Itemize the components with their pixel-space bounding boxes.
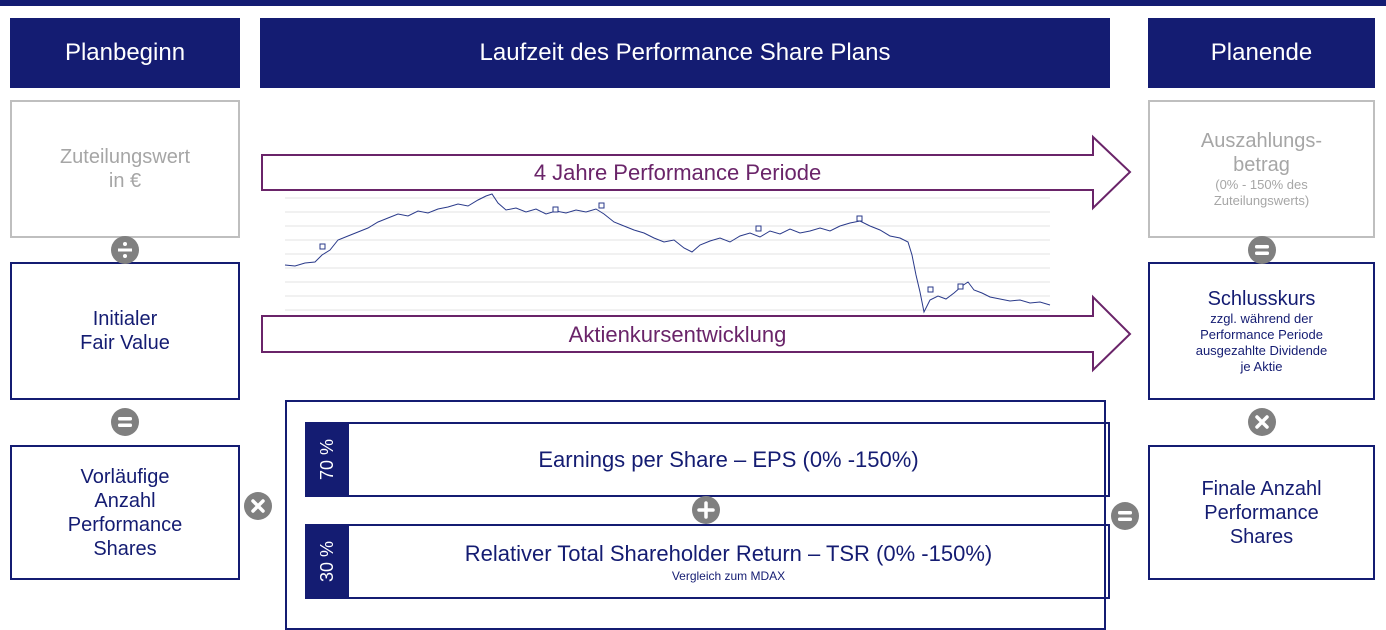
header: Planende	[1148, 18, 1375, 88]
equals-icon	[1248, 236, 1276, 264]
text: Performance	[67, 513, 183, 536]
top-bar	[0, 0, 1386, 6]
text: Shares	[93, 537, 157, 560]
divide-icon	[111, 236, 139, 264]
text: Shares	[1229, 525, 1294, 548]
note: zzgl. während der	[1210, 311, 1313, 326]
text: Performance	[1204, 501, 1319, 524]
final-shares-box: Finale Anzahl Performance Shares	[1148, 445, 1375, 580]
grant-value-box: Zuteilungswert in €	[10, 100, 240, 238]
text: in €	[108, 170, 142, 192]
target-note: Vergleich zum MDAX	[671, 568, 786, 583]
text: Anzahl	[94, 489, 156, 512]
price-arrow	[261, 294, 1132, 373]
target-box: 30 % Relativer Total Shareholder Return …	[305, 524, 1110, 599]
text: Zuteilungswert	[59, 146, 191, 168]
text: Fair Value	[80, 332, 170, 354]
arrow-label: 4 Jahre Performance Periode	[533, 160, 822, 185]
header: Laufzeit des Performance Share Plans	[260, 18, 1110, 88]
equals-icon	[111, 408, 139, 436]
note: je Aktie	[1240, 359, 1283, 374]
chart-grid	[285, 197, 1050, 311]
title: Schlusskurs	[1207, 288, 1316, 310]
weight: 30 %	[317, 540, 338, 583]
text: Vorläufige	[80, 465, 170, 488]
weight-tab: 30 %	[307, 526, 349, 597]
period-arrow	[261, 134, 1132, 211]
text: betrag	[1233, 154, 1290, 176]
fair-value-box: Initialer Fair Value	[10, 262, 240, 400]
target-content: Relativer Total Shareholder Return – TSR…	[349, 526, 1108, 597]
target-label: Earnings per Share – EPS (0% -150%)	[538, 446, 919, 472]
equals-icon	[1111, 502, 1139, 530]
plus-icon	[692, 496, 720, 524]
closing-price-box: Schlusskurs zzgl. während der Performanc…	[1148, 262, 1375, 400]
note: Zuteilungswerts)	[1213, 193, 1310, 208]
header: Planbeginn	[10, 18, 240, 88]
note: Performance Periode	[1200, 327, 1323, 342]
share-price-line	[284, 193, 1051, 314]
multiply-icon	[244, 492, 272, 520]
preliminary-shares-box: Vorläufige Anzahl Performance Shares	[10, 445, 240, 580]
event-markers	[319, 202, 964, 293]
text: Auszahlungs-	[1200, 130, 1323, 152]
arrow-label: Aktienkursentwicklung	[568, 321, 787, 347]
note: ausgezahlte Dividende	[1195, 343, 1328, 358]
weight-tab: 70 %	[307, 424, 349, 495]
note: (0% - 150% des	[1215, 177, 1308, 192]
target-label: Relativer Total Shareholder Return – TSR…	[464, 540, 993, 566]
text: Finale Anzahl	[1201, 477, 1322, 500]
target-box: 70 % Earnings per Share – EPS (0% -150%)	[305, 422, 1110, 497]
weight: 70 %	[317, 438, 338, 481]
multiply-icon	[1248, 408, 1276, 436]
text: Initialer	[92, 308, 158, 330]
payout-box: Auszahlungs- betrag (0% - 150% des Zutei…	[1148, 100, 1375, 238]
